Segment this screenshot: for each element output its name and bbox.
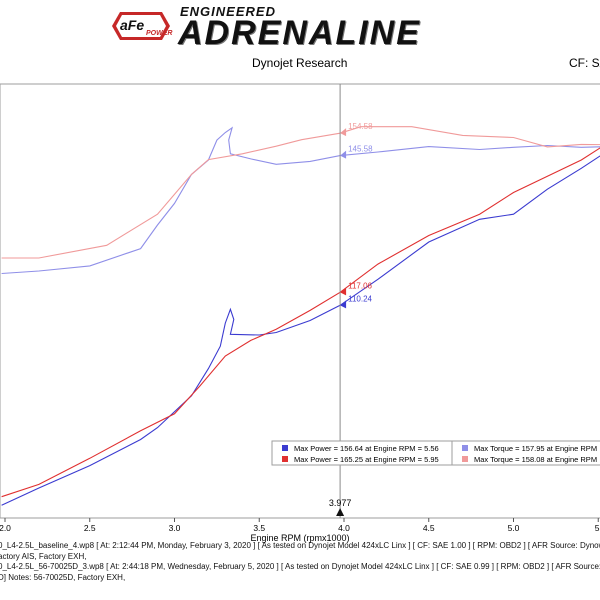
cursor-marker-1 xyxy=(340,128,347,137)
cursor-value-4: 110.24 xyxy=(348,294,372,303)
cursor-value-2: 145.58 xyxy=(348,145,373,154)
svg-text:POWER: POWER xyxy=(146,30,172,37)
cursor-rpm-label: 3.977 xyxy=(329,498,352,508)
legend: Max Power = 156.64 at Engine RPM = 5.56 M… xyxy=(271,440,600,466)
afe-logo-icon: aFe POWER xyxy=(112,12,172,40)
series-line-3 xyxy=(1,155,600,506)
brand-title: ADRENALINE xyxy=(178,14,421,52)
cursor-value-1: 154.58 xyxy=(348,122,373,131)
cursor-marker-3 xyxy=(340,287,347,296)
correction-factor-label: CF: SA xyxy=(569,56,600,70)
legend-entry-1: Max Power = 156.64 at Engine RPM = 5.56 xyxy=(294,444,439,453)
series-line-1 xyxy=(1,126,600,275)
x-tick-label-2: 2.5 xyxy=(84,523,96,533)
legend-entry-4: Max Torque = 158.08 at Engine RPM xyxy=(474,455,597,464)
legend-entry-2: Max Torque = 157.95 at Engine RPM xyxy=(474,444,597,453)
run-note-line-1: 0_L4-2.5L_baseline_4.wp8 [ At: 2:12:44 P… xyxy=(0,541,600,550)
x-tick-label-4: 3.5 xyxy=(253,523,265,533)
series-line-2 xyxy=(1,126,600,259)
brand-tagline: ENGINEERED xyxy=(180,4,276,19)
legend-swatch-1 xyxy=(282,445,288,451)
cursor-marker-4 xyxy=(340,300,347,309)
run-notes: 0_L4-2.5L_baseline_4.wp8 [ At: 2:12:44 P… xyxy=(0,541,600,600)
legend-swatch-4 xyxy=(462,456,468,462)
legend-swatch-3 xyxy=(282,456,288,462)
cursor-marker-2 xyxy=(340,150,347,159)
series-line-4 xyxy=(1,147,600,498)
x-tick-label-3: 3.0 xyxy=(169,523,181,533)
run-note-line-4: D] Notes: 56-70025D, Factory EXH, xyxy=(0,572,126,582)
x-tick-label-1: 2.0 xyxy=(0,523,11,533)
legend-box xyxy=(271,440,600,466)
x-tick-label-5: 4.0 xyxy=(338,523,350,533)
x-tick-label-7: 5.0 xyxy=(508,523,520,533)
cursor-handle-icon[interactable] xyxy=(336,508,345,516)
plot-frame xyxy=(0,83,600,519)
header-banner: aFe POWER ENGINEERED ADRENALINE xyxy=(0,0,600,52)
x-axis: 2.0 2.5 3.0 3.5 4.0 4.5 5.0 5. xyxy=(0,518,600,533)
svg-text:aFe: aFe xyxy=(120,17,144,33)
x-tick-label-6: 4.5 xyxy=(423,523,435,533)
x-tick-label-8: 5. xyxy=(595,523,600,533)
chart-title: Dynojet Research xyxy=(252,56,348,70)
run-note-line-2: actory AIS, Factory EXH, xyxy=(0,551,87,561)
legend-entry-3: Max Power = 165.25 at Engine RPM = 5.95 xyxy=(294,455,439,464)
legend-swatch-2 xyxy=(462,445,468,451)
x-axis-label: Engine RPM (rpmx1000) xyxy=(250,533,349,543)
run-note-line-3: 0_L4-2.5L_56-70025D_3.wp8 [ At: 2:44:18 … xyxy=(0,562,600,571)
cursor-value-3: 117.06 xyxy=(348,281,372,290)
series-layer xyxy=(1,126,600,506)
